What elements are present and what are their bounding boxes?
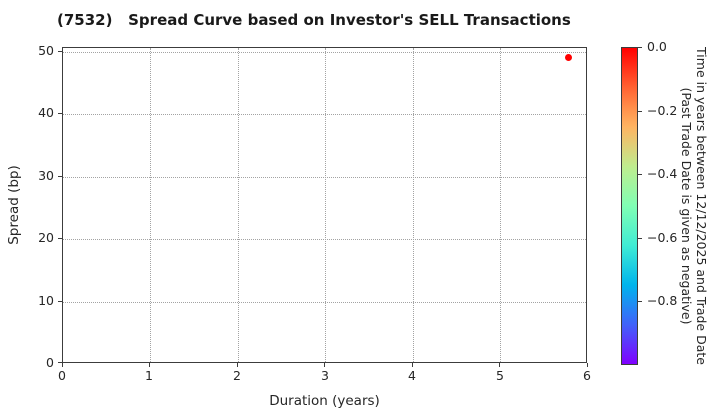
y-tick-mark (58, 362, 62, 363)
plot-area (62, 47, 587, 363)
y-tick-mark (58, 301, 62, 302)
x-tick-label: 3 (321, 368, 329, 383)
x-tick-mark (62, 363, 63, 367)
gridline-x1 (150, 48, 151, 362)
x-tick-mark (237, 363, 238, 367)
colorbar-tick-label: −0.2 (647, 103, 678, 118)
x-tick-label: 2 (233, 368, 241, 383)
x-tick-mark (412, 363, 413, 367)
y-axis-label: Spread (bp) (6, 165, 22, 245)
colorbar-label: Time in years between 12/12/2025 and Tra… (679, 47, 709, 365)
gridline-x3 (325, 48, 326, 362)
y-tick-label: 0 (46, 355, 54, 370)
x-axis-label: Duration (years) (269, 393, 380, 409)
x-tick-label: 4 (408, 368, 416, 383)
gridline-x5 (500, 48, 501, 362)
chart-title: (7532) Spread Curve based on Investor's … (57, 11, 571, 29)
colorbar-tick-mark (638, 47, 642, 48)
x-tick-label: 6 (583, 368, 591, 383)
gridline-y50 (63, 52, 586, 53)
gridline-y30 (63, 177, 586, 178)
y-tick-label: 20 (38, 230, 54, 245)
x-tick-mark (149, 363, 150, 367)
gridline-y10 (63, 302, 586, 303)
y-tick-label: 50 (38, 43, 54, 58)
colorbar-tick-mark (638, 301, 642, 302)
colorbar-label-line2: (Past Trade Date is given as negative) (679, 87, 694, 325)
x-tick-label: 1 (145, 368, 153, 383)
colorbar-tick-mark (638, 111, 642, 112)
y-tick-label: 40 (38, 105, 54, 120)
x-tick-mark (499, 363, 500, 367)
y-tick-label: 10 (38, 293, 54, 308)
colorbar-tick-label: −0.4 (647, 166, 678, 181)
colorbar-label-line1: Time in years between 12/12/2025 and Tra… (694, 47, 709, 365)
y-tick-label: 30 (38, 168, 54, 183)
gridline-x2 (238, 48, 239, 362)
y-tick-mark (58, 238, 62, 239)
scatter-point (565, 54, 573, 62)
gridline-y20 (63, 239, 586, 240)
y-tick-mark (58, 51, 62, 52)
colorbar (621, 47, 638, 365)
colorbar-tick-mark (638, 174, 642, 175)
gridline-x4 (413, 48, 414, 362)
colorbar-tick-mark (638, 238, 642, 239)
x-tick-label: 5 (496, 368, 504, 383)
colorbar-tick-label: 0.0 (647, 39, 667, 54)
colorbar-tick-label: −0.6 (647, 230, 678, 245)
y-tick-mark (58, 113, 62, 114)
x-tick-label: 0 (58, 368, 66, 383)
gridline-y40 (63, 114, 586, 115)
colorbar-tick-label: −0.8 (647, 293, 678, 308)
y-tick-mark (58, 176, 62, 177)
x-tick-mark (587, 363, 588, 367)
x-tick-mark (324, 363, 325, 367)
